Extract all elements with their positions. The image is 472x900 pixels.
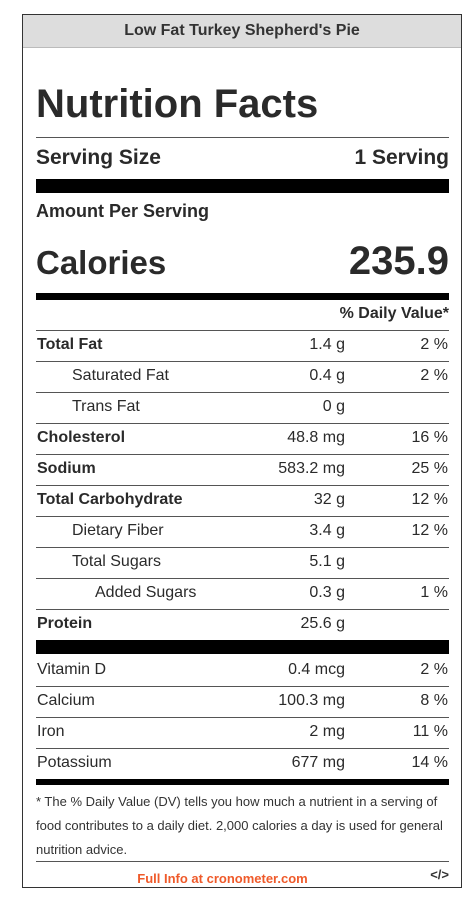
divider (36, 748, 449, 749)
calories-value: 235.9 (348, 239, 449, 283)
divider (36, 861, 449, 862)
nutrient-name: Total Carbohydrate (37, 491, 183, 508)
nutrient-amount: 677 mg (291, 754, 345, 771)
divider (36, 137, 449, 138)
nutrient-name: Vitamin D (37, 661, 107, 678)
divider (36, 330, 449, 331)
calories-row: Calories 235.9 (36, 239, 449, 284)
thick-divider (36, 640, 449, 654)
vitamin-row-vitamin-d: Vitamin D 0.4 mcg 2 % (36, 655, 449, 686)
amount-per-serving: Amount Per Serving (36, 201, 210, 221)
nutrient-amount: 5.1 g (309, 553, 345, 570)
nutrient-name: Total Sugars (72, 553, 161, 570)
divider (36, 454, 449, 455)
recipe-title: Low Fat Turkey Shepherd's Pie (23, 15, 461, 48)
nutrient-amount: 0.4 mcg (288, 661, 345, 678)
nutrient-row-total-carbohydrate: Total Carbohydrate 32 g 12 % (36, 485, 449, 516)
nutrient-amount: 32 g (313, 491, 345, 508)
nutrient-daily-value: 14 % (411, 754, 448, 771)
nutrient-row-dietary-fiber: Dietary Fiber 3.4 g 12 % (36, 516, 449, 547)
nutrient-name: Protein (37, 615, 93, 632)
nutrient-amount: 0.3 g (309, 584, 345, 601)
nutrient-daily-value: 11 % (412, 723, 448, 740)
nutrient-amount: 25.6 g (300, 615, 345, 632)
vitamin-row-calcium: Calcium 100.3 mg 8 % (36, 686, 449, 717)
vitamin-row-potassium: Potassium 677 mg 14 % (36, 748, 449, 779)
nutrient-amount: 0.4 g (309, 367, 345, 384)
nutrient-daily-value: 12 % (411, 522, 448, 539)
nutrient-name: Total Fat (37, 336, 103, 353)
nutrient-row-total-sugars: Total Sugars 5.1 g (36, 547, 449, 578)
embed-code-icon[interactable]: </> (430, 867, 449, 882)
divider (36, 609, 449, 610)
nutrient-amount: 2 mg (309, 723, 345, 740)
nutrient-daily-value: 1 % (420, 584, 448, 601)
calories-label: Calories (36, 244, 167, 281)
nutrient-name: Sodium (37, 460, 96, 477)
daily-value-header: % Daily Value* (339, 305, 449, 322)
nutrient-daily-value: 2 % (420, 336, 448, 353)
nutrition-facts-heading: Nutrition Facts (36, 82, 319, 126)
thick-divider (36, 179, 449, 193)
nutrient-amount: 48.8 mg (287, 429, 345, 446)
nutrient-name: Cholesterol (37, 429, 126, 446)
divider (36, 578, 449, 579)
divider (36, 686, 449, 687)
nutrient-daily-value: 8 % (420, 692, 448, 709)
nutrient-name: Potassium (37, 754, 112, 771)
nutrient-daily-value: 25 % (411, 460, 448, 477)
nutrient-name: Trans Fat (72, 398, 140, 415)
nutrition-label: Low Fat Turkey Shepherd's Pie Nutrition … (22, 14, 462, 888)
nutrient-row-saturated-fat: Saturated Fat 0.4 g 2 % (36, 361, 449, 392)
divider (36, 485, 449, 486)
serving-size-label: Serving Size (36, 146, 161, 169)
nutrient-amount: 3.4 g (309, 522, 345, 539)
nutrient-row-trans-fat: Trans Fat 0 g (36, 392, 449, 423)
divider (36, 361, 449, 362)
nutrient-daily-value: 2 % (420, 661, 448, 678)
medium-divider (36, 293, 449, 300)
nutrient-amount: 583.2 mg (278, 460, 345, 477)
divider (36, 717, 449, 718)
nutrient-name: Added Sugars (95, 584, 197, 601)
nutrient-amount: 0 g (322, 398, 345, 415)
serving-size-value: 1 Serving (354, 146, 449, 169)
nutrient-daily-value: 2 % (420, 367, 448, 384)
nutrient-daily-value: 12 % (411, 491, 448, 508)
medium-divider (36, 779, 449, 785)
nutrient-row-cholesterol: Cholesterol 48.8 mg 16 % (36, 423, 449, 454)
nutrient-name: Calcium (37, 692, 95, 709)
divider (36, 392, 449, 393)
nutrient-row-total-fat: Total Fat 1.4 g 2 % (36, 330, 449, 361)
nutrient-row-added-sugars: Added Sugars 0.3 g 1 % (36, 578, 449, 609)
daily-value-footnote: * The % Daily Value (DV) tells you how m… (36, 794, 443, 857)
divider (36, 423, 449, 424)
divider (36, 547, 449, 548)
divider (36, 516, 449, 517)
serving-size-row: Serving Size 1 Serving (36, 146, 449, 170)
nutrient-row-protein: Protein 25.6 g (36, 609, 449, 640)
full-info-link[interactable]: Full Info at cronometer.com (137, 871, 308, 886)
nutrient-daily-value: 16 % (411, 429, 448, 446)
nutrient-name: Saturated Fat (72, 367, 169, 384)
nutrient-row-sodium: Sodium 583.2 mg 25 % (36, 454, 449, 485)
nutrient-name: Dietary Fiber (72, 522, 164, 539)
nutrient-name: Iron (37, 723, 65, 740)
nutrient-amount: 1.4 g (309, 336, 345, 353)
vitamin-row-iron: Iron 2 mg 11 % (36, 717, 449, 748)
nutrient-amount: 100.3 mg (278, 692, 345, 709)
